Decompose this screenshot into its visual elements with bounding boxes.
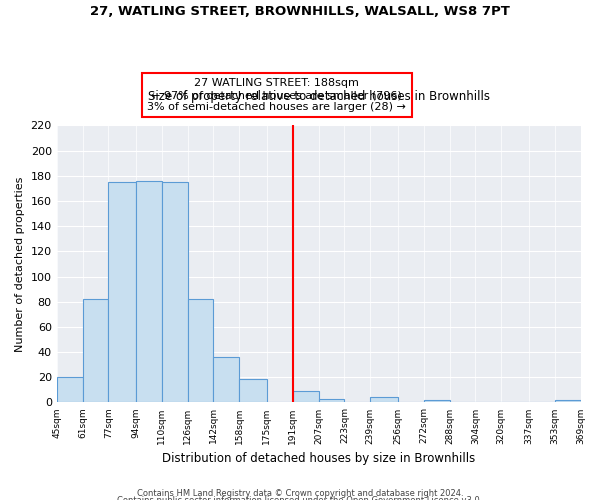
Bar — [188, 299, 214, 403]
Text: Contains HM Land Registry data © Crown copyright and database right 2024.: Contains HM Land Registry data © Crown c… — [137, 488, 463, 498]
Bar — [109, 182, 136, 402]
Bar — [214, 357, 239, 403]
X-axis label: Distribution of detached houses by size in Brownhills: Distribution of detached houses by size … — [162, 452, 475, 465]
Title: Size of property relative to detached houses in Brownhills: Size of property relative to detached ho… — [148, 90, 490, 104]
Text: 27, WATLING STREET, BROWNHILLS, WALSALL, WS8 7PT: 27, WATLING STREET, BROWNHILLS, WALSALL,… — [90, 5, 510, 18]
Bar — [83, 299, 109, 403]
Text: 27 WATLING STREET: 188sqm
← 97% of detached houses are smaller (796)
3% of semi-: 27 WATLING STREET: 188sqm ← 97% of detac… — [147, 78, 406, 112]
Text: Contains public sector information licensed under the Open Government Licence v3: Contains public sector information licen… — [118, 496, 482, 500]
Bar — [293, 391, 319, 402]
Bar — [424, 400, 449, 402]
Bar — [370, 398, 398, 402]
Y-axis label: Number of detached properties: Number of detached properties — [15, 176, 25, 352]
Bar — [239, 378, 267, 402]
Bar — [136, 181, 162, 402]
Bar — [162, 182, 188, 402]
Bar — [56, 378, 83, 402]
Bar — [319, 398, 344, 402]
Bar — [554, 400, 581, 402]
